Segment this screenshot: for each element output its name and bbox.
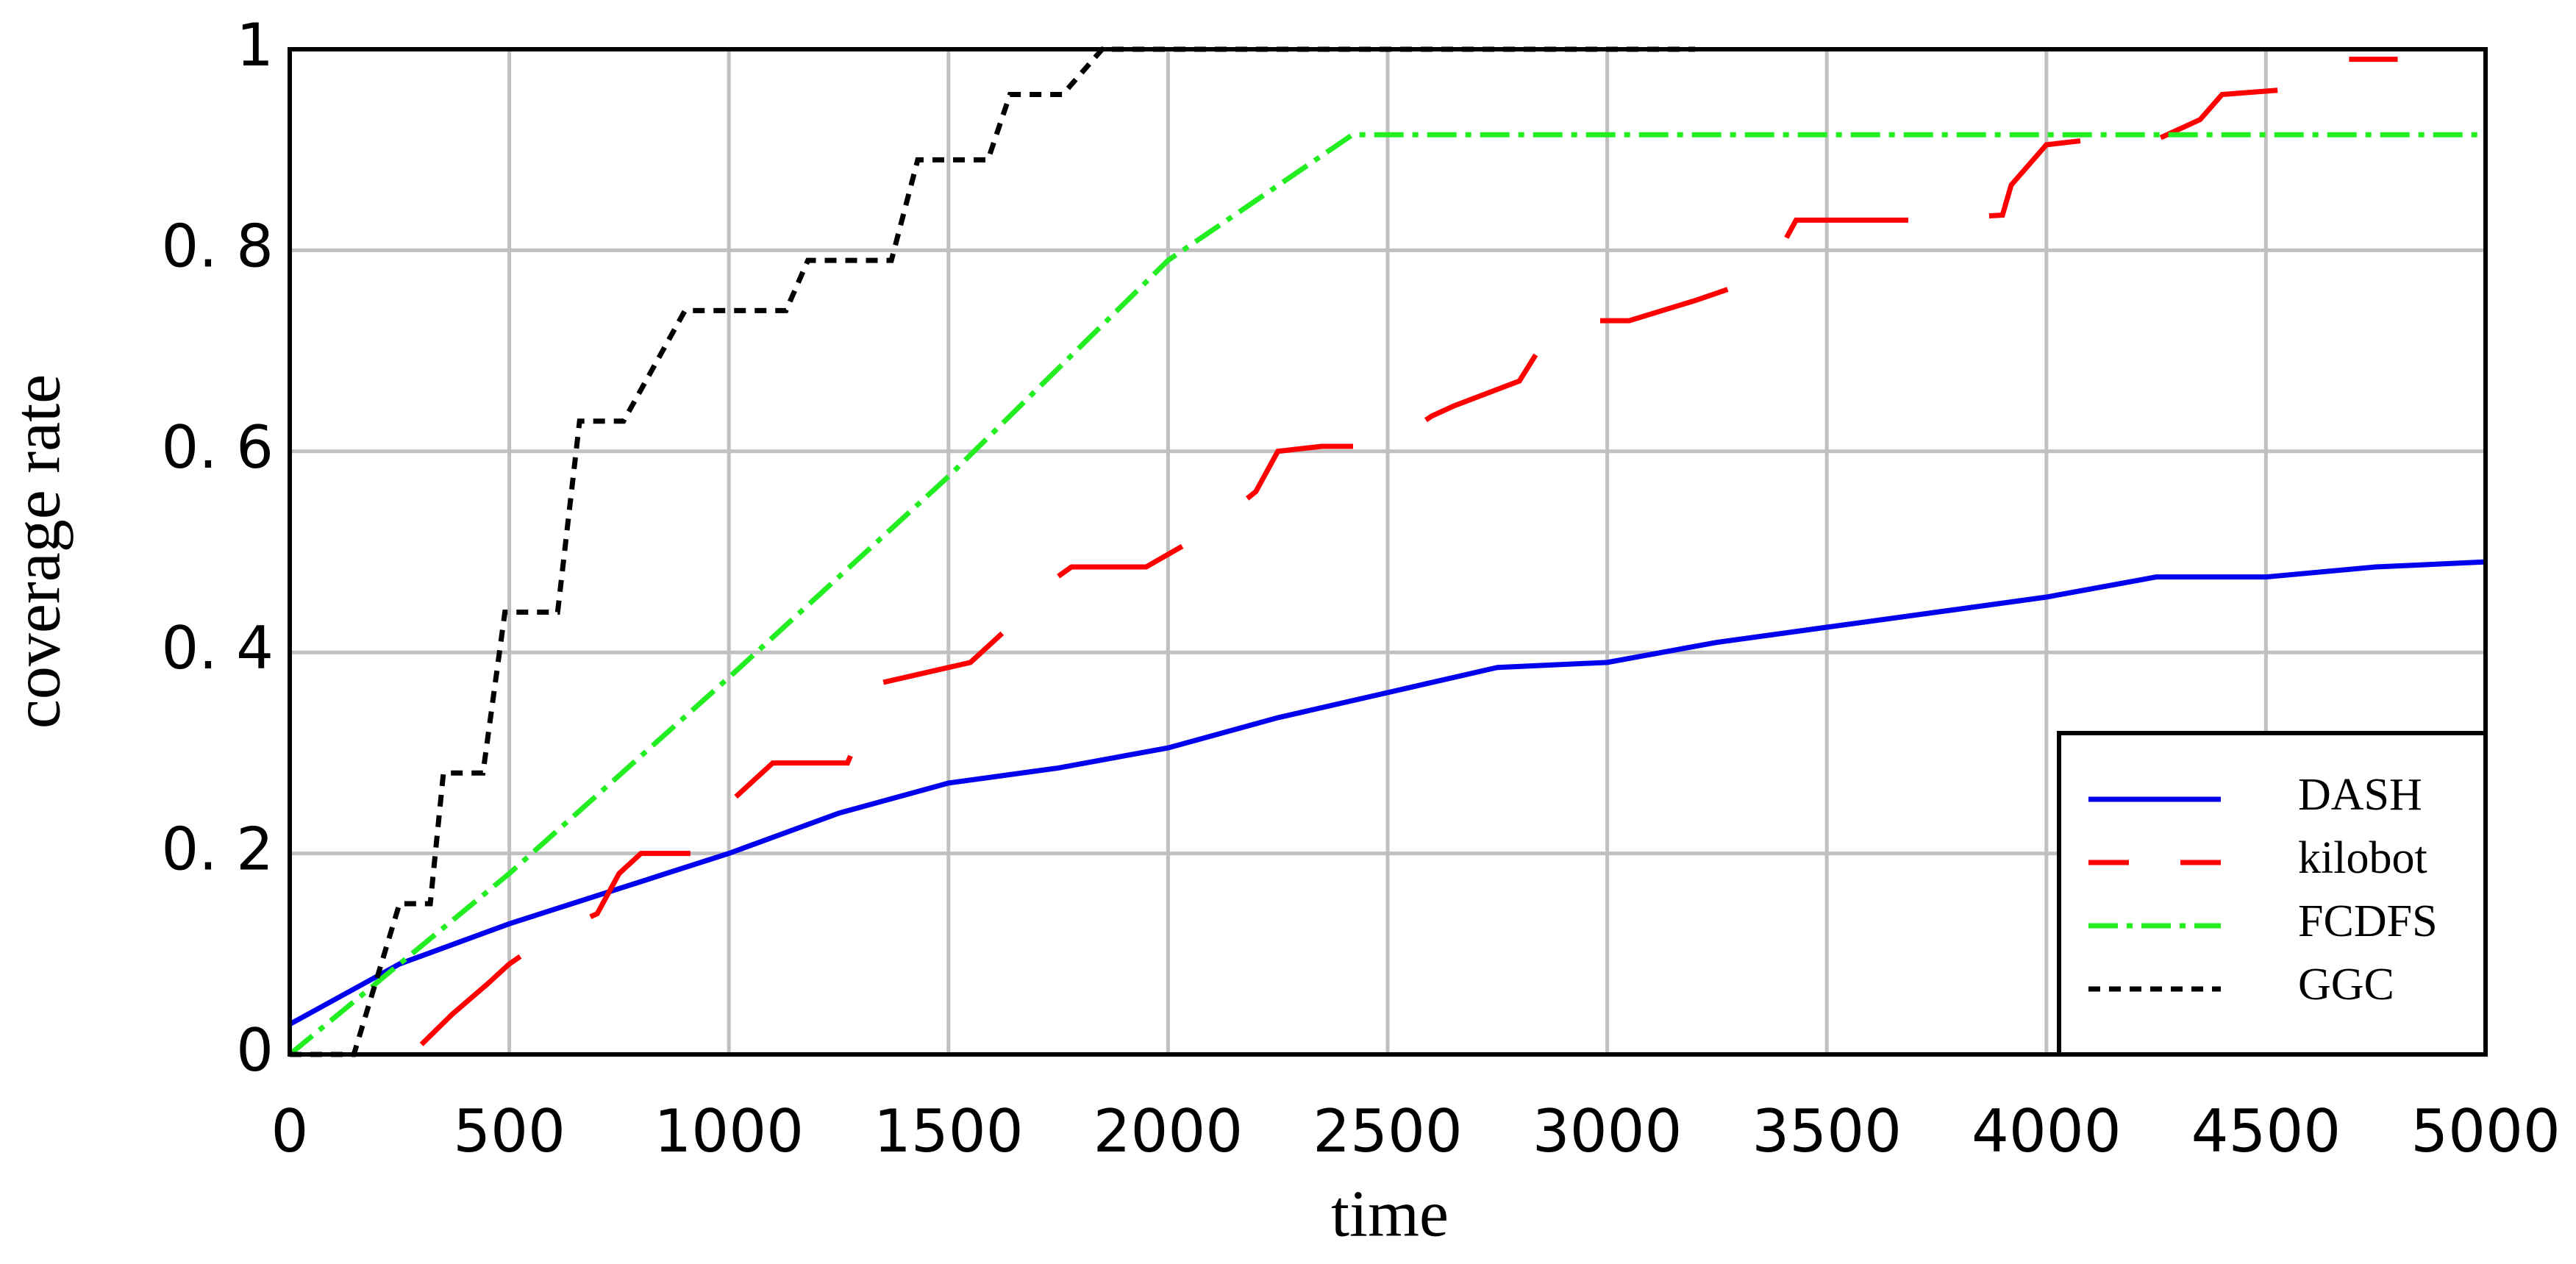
legend-label: DASH — [2298, 770, 2422, 820]
x-tick-label: 1000 — [654, 1097, 804, 1165]
x-tick-label: 4000 — [1972, 1097, 2122, 1165]
legend-label: FCDFS — [2298, 896, 2438, 946]
y-tick-label: 0. 6 — [161, 413, 274, 482]
legend-box — [2057, 731, 2488, 1057]
legend-label: GGC — [2298, 960, 2394, 1010]
plot-frame — [288, 47, 2488, 1057]
x-tick-label: 5000 — [2411, 1097, 2561, 1165]
x-tick-label: 4500 — [2191, 1097, 2341, 1165]
y-axis-label: coverage rate — [1, 374, 74, 729]
y-tick-label: 1 — [236, 11, 274, 79]
y-tick-label: 0. 4 — [161, 614, 274, 682]
y-tick-label: 0 — [236, 1016, 274, 1085]
x-tick-label: 2500 — [1313, 1097, 1463, 1165]
y-tick-label: 0. 2 — [161, 815, 274, 884]
x-tick-label: 3500 — [1752, 1097, 1902, 1165]
x-tick-label: 3000 — [1533, 1097, 1683, 1165]
y-tick-label: 0. 8 — [161, 212, 274, 280]
series-line — [419, 57, 2398, 1046]
x-tick-label: 1500 — [874, 1097, 1024, 1165]
legend-label: kilobot — [2298, 833, 2427, 883]
x-axis-label: time — [1331, 1178, 1449, 1251]
x-tick-label: 2000 — [1093, 1097, 1244, 1165]
series-line — [290, 46, 1696, 1057]
x-tick-label: 0 — [271, 1097, 309, 1165]
x-tick-label: 500 — [453, 1097, 565, 1165]
series-line — [288, 559, 2486, 1027]
series-line — [288, 132, 2486, 1057]
